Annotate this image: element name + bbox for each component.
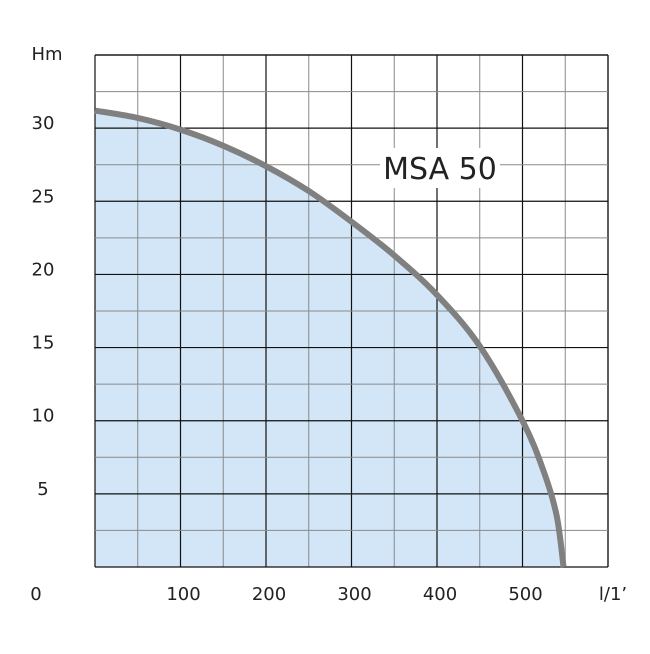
y-axis-label: Hm — [31, 44, 62, 65]
area-fill — [95, 110, 564, 568]
performance-curve — [94, 107, 567, 568]
x-tick-label: 300 — [337, 584, 371, 605]
title-background — [380, 148, 500, 188]
x-axis-label: l/1’ — [599, 584, 627, 605]
y-tick-label: 30 — [32, 113, 55, 134]
x-tick-label: 400 — [423, 584, 457, 605]
y-tick-label: 5 — [37, 479, 48, 500]
x-tick-label: 100 — [166, 584, 200, 605]
x-tick-label: 200 — [252, 584, 286, 605]
x-tick-label: 500 — [508, 584, 542, 605]
y-tick-label: 25 — [32, 186, 55, 207]
y-tick-label: 15 — [32, 333, 55, 354]
x-tick-label: 0 — [30, 584, 41, 605]
y-tick-label: 10 — [32, 406, 55, 427]
y-tick-label: 20 — [32, 259, 55, 280]
chart-title: MSA 50 — [383, 152, 497, 187]
